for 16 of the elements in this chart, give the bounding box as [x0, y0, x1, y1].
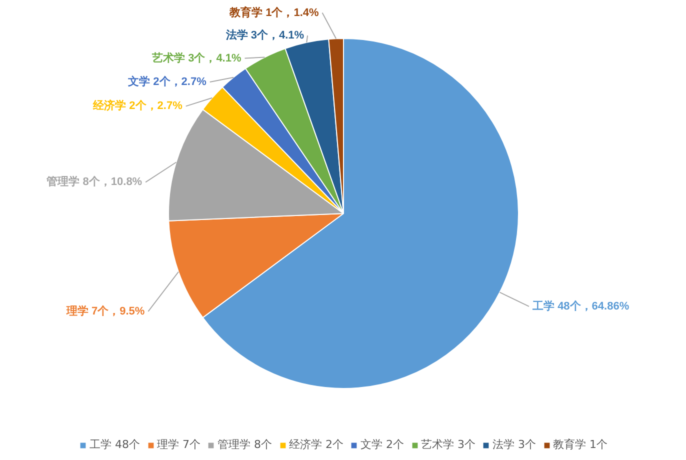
data-label: 艺术学 3个，4.1%	[151, 51, 242, 64]
data-label: 工学 48个，64.86%	[532, 299, 630, 312]
legend-label: 管理学 8个	[218, 437, 272, 452]
legend-label: 艺术学 3个	[421, 437, 476, 452]
legend-label: 工学 48个	[90, 437, 140, 452]
data-label: 法学 3个，4.1%	[224, 28, 304, 42]
legend-label: 经济学 2个	[289, 437, 344, 452]
data-label: 教育学 1个，1.4%	[228, 6, 320, 19]
data-label: 文学 2个，2.7%	[127, 74, 207, 88]
legend-label: 教育学 1个	[553, 437, 608, 452]
legend-label: 理学 7个	[157, 437, 200, 452]
legend-label: 法学 3个	[492, 437, 536, 452]
legend-label: 文学 2个	[360, 437, 404, 452]
data-label: 理学 7个，9.5%	[65, 304, 145, 318]
data-label: 经济学 2个，2.7%	[92, 99, 183, 112]
data-label: 管理学 8个，10.8%	[46, 175, 142, 188]
